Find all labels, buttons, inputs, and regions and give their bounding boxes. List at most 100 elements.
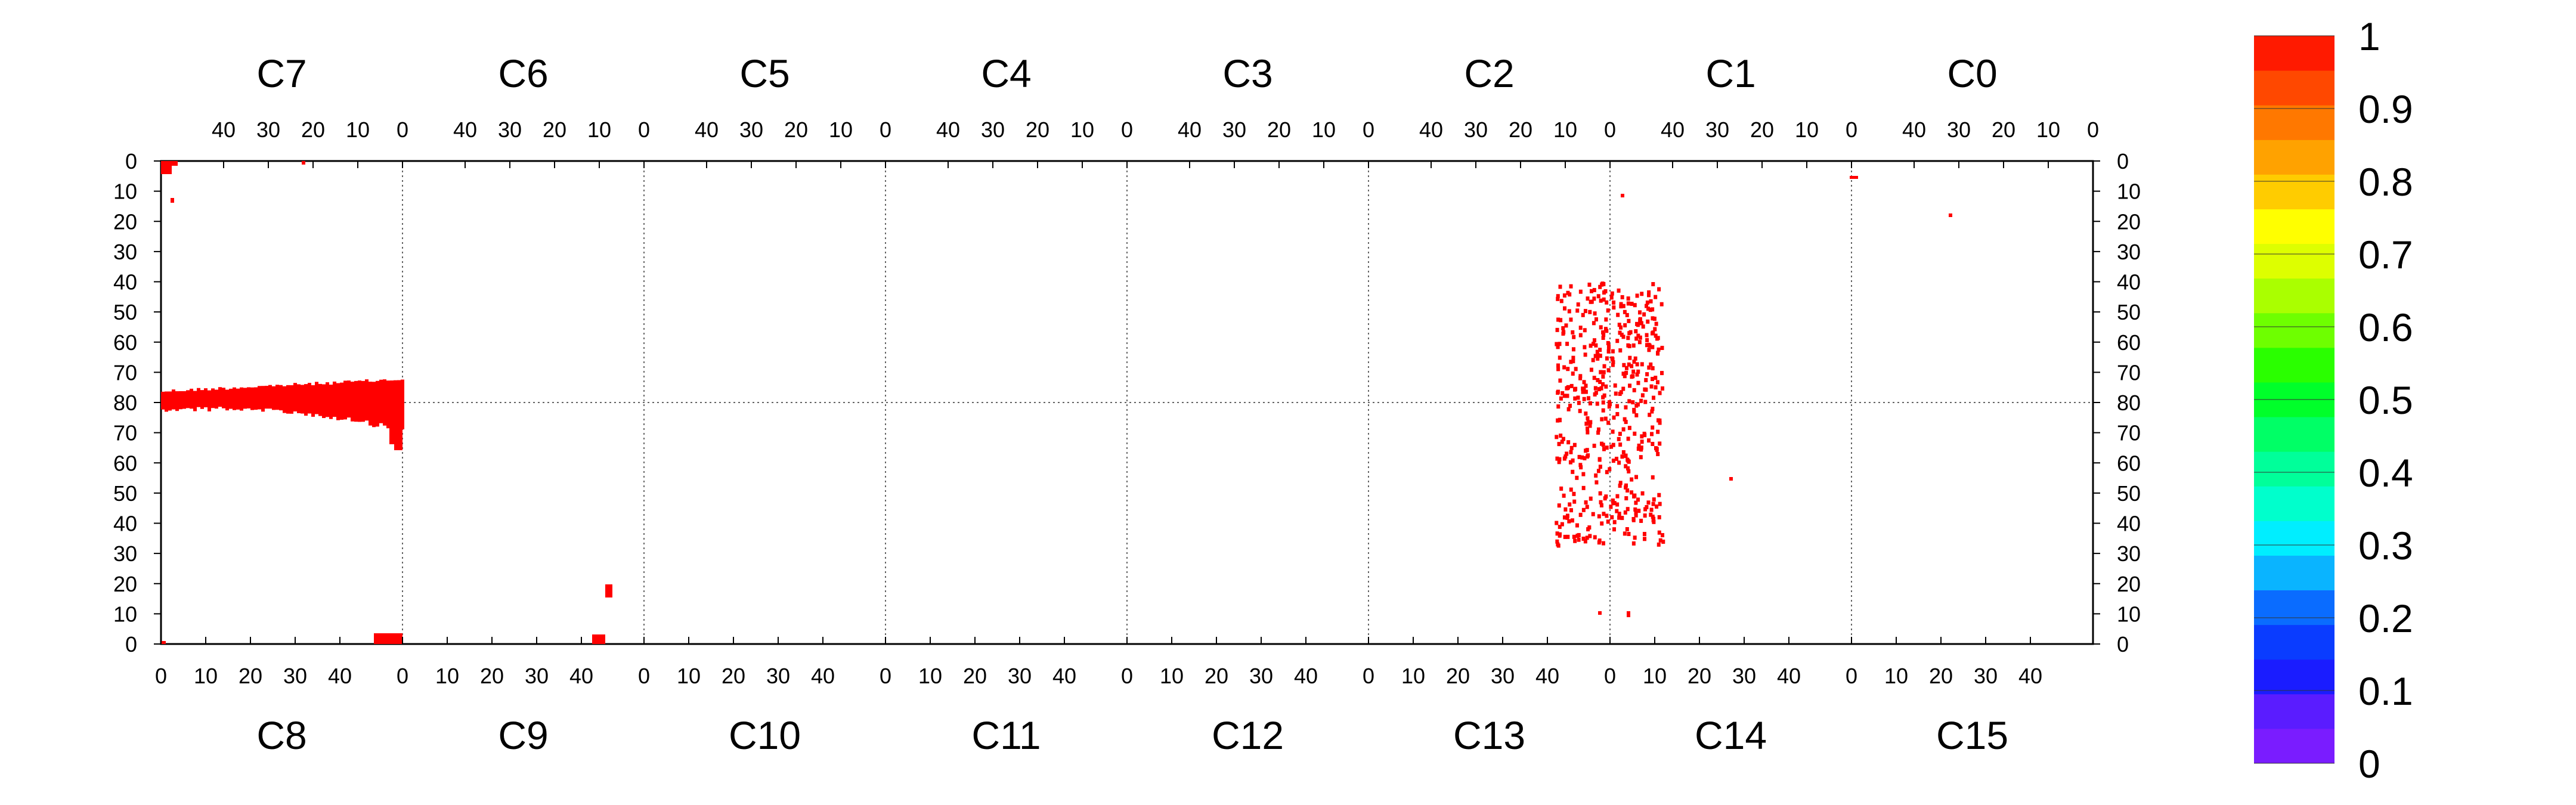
hit-cell	[165, 391, 168, 412]
hit-cell	[1626, 436, 1630, 441]
colorbar-tick-label: 0	[2358, 742, 2380, 786]
hit-cell	[1638, 317, 1642, 322]
y-tick-label: 60	[2117, 451, 2141, 475]
hit-cell	[1556, 294, 1560, 299]
colorbar-tick-label: 0.8	[2358, 160, 2413, 204]
hit-cell	[311, 385, 315, 417]
hit-cell	[1623, 510, 1627, 515]
top-tick-label: 20	[1750, 117, 1774, 142]
hit-cell	[1651, 515, 1655, 519]
bottom-tick-label: 40	[328, 664, 352, 688]
hit-cell	[1615, 509, 1619, 513]
top-tick-label: 30	[1705, 117, 1729, 142]
hit-cell	[1556, 296, 1560, 301]
chamber-label-bottom: C14	[1695, 713, 1767, 757]
hit-cell	[1634, 336, 1639, 341]
hit-cell	[1632, 407, 1636, 412]
hit-cell	[1562, 456, 1566, 461]
y-tick-label: 40	[2117, 270, 2141, 295]
colorbar-tick-label: 0.6	[2358, 305, 2413, 349]
hit-cell	[1602, 333, 1606, 338]
hit-cell	[1580, 455, 1584, 460]
hit-cell	[376, 380, 379, 427]
hit-cell	[240, 387, 243, 411]
hit-cell	[1588, 309, 1592, 314]
hit-cell	[1571, 355, 1575, 360]
hit-cell	[1577, 532, 1581, 537]
hit-cell	[304, 384, 308, 416]
hit-cell	[1601, 330, 1605, 335]
hit-cell	[1610, 291, 1614, 296]
top-tick-label: 10	[2036, 117, 2060, 142]
hit-cell	[1637, 340, 1642, 345]
colorbar-tick-label: 0.3	[2358, 524, 2413, 568]
hit-cell	[1579, 465, 1583, 470]
hit-cell	[347, 380, 351, 418]
hit-cell	[336, 383, 340, 420]
hit-cell	[1643, 537, 1647, 541]
y-tick-label: 30	[113, 240, 137, 264]
hit-cell	[1611, 360, 1615, 364]
hit-cell	[1575, 308, 1580, 313]
hit-cell	[1638, 335, 1642, 340]
hit-cell	[1654, 321, 1658, 326]
hit-cell	[1621, 194, 1624, 197]
hit-cell	[1651, 330, 1655, 335]
top-tick-label: 30	[1222, 117, 1246, 142]
hit-cell	[1619, 304, 1623, 309]
hit-cell	[1635, 293, 1639, 298]
hit-cell	[1593, 311, 1597, 316]
hit-cell	[1555, 456, 1559, 461]
hit-cell	[1584, 422, 1589, 426]
hit-cell	[204, 388, 208, 408]
hit-cell	[1651, 316, 1655, 321]
hit-cell	[1628, 383, 1632, 388]
bottom-tick-label: 20	[722, 664, 745, 688]
hit-cell	[1617, 323, 1621, 327]
hit-cell	[1601, 336, 1605, 340]
hit-cell	[1618, 432, 1622, 436]
hit-cell	[1594, 391, 1598, 395]
hit-cell	[322, 384, 326, 419]
hit-cell	[1594, 317, 1598, 322]
hit-cell	[302, 161, 305, 165]
hit-cell	[1651, 307, 1655, 312]
hit-cell	[1578, 512, 1583, 517]
bottom-tick-label: 10	[1884, 664, 1908, 688]
hit-cell	[1618, 481, 1623, 485]
hit-cell	[1576, 395, 1580, 400]
hit-cell	[197, 388, 200, 407]
hit-cell	[1621, 335, 1626, 339]
hit-cell	[1571, 371, 1575, 376]
hit-cell	[1634, 500, 1638, 505]
colorbar-tick-label: 0.9	[2358, 87, 2413, 131]
hit-cell	[1652, 395, 1656, 400]
hit-cell	[1636, 447, 1640, 451]
bottom-tick-label: 0	[1846, 664, 1857, 688]
hit-cell	[1597, 538, 1602, 543]
hit-cell	[1650, 432, 1654, 436]
hit-cell	[1622, 363, 1626, 367]
y-tick-label: 10	[2117, 602, 2141, 626]
hit-cell	[1657, 493, 1661, 497]
hit-cell	[1572, 335, 1576, 339]
hit-cell	[1596, 353, 1600, 358]
hit-cell	[1640, 393, 1645, 398]
colorbar-segment	[2254, 36, 2334, 71]
hit-cell	[1618, 391, 1622, 396]
hit-cell	[1649, 384, 1654, 389]
hit-cell	[1658, 420, 1662, 425]
hit-cell	[394, 438, 402, 450]
hit-cell	[318, 383, 322, 416]
hit-cell	[171, 198, 174, 203]
hit-cell	[1612, 527, 1617, 532]
hit-cell	[1615, 339, 1620, 343]
hit-cell	[1652, 519, 1656, 524]
bottom-tick-label: 30	[1974, 664, 1998, 688]
hit-cell	[1640, 434, 1644, 439]
hit-cell	[1850, 176, 1858, 179]
hit-cell	[1630, 302, 1634, 306]
hit-cell	[1639, 518, 1643, 523]
bottom-tick-label: 30	[766, 664, 790, 688]
